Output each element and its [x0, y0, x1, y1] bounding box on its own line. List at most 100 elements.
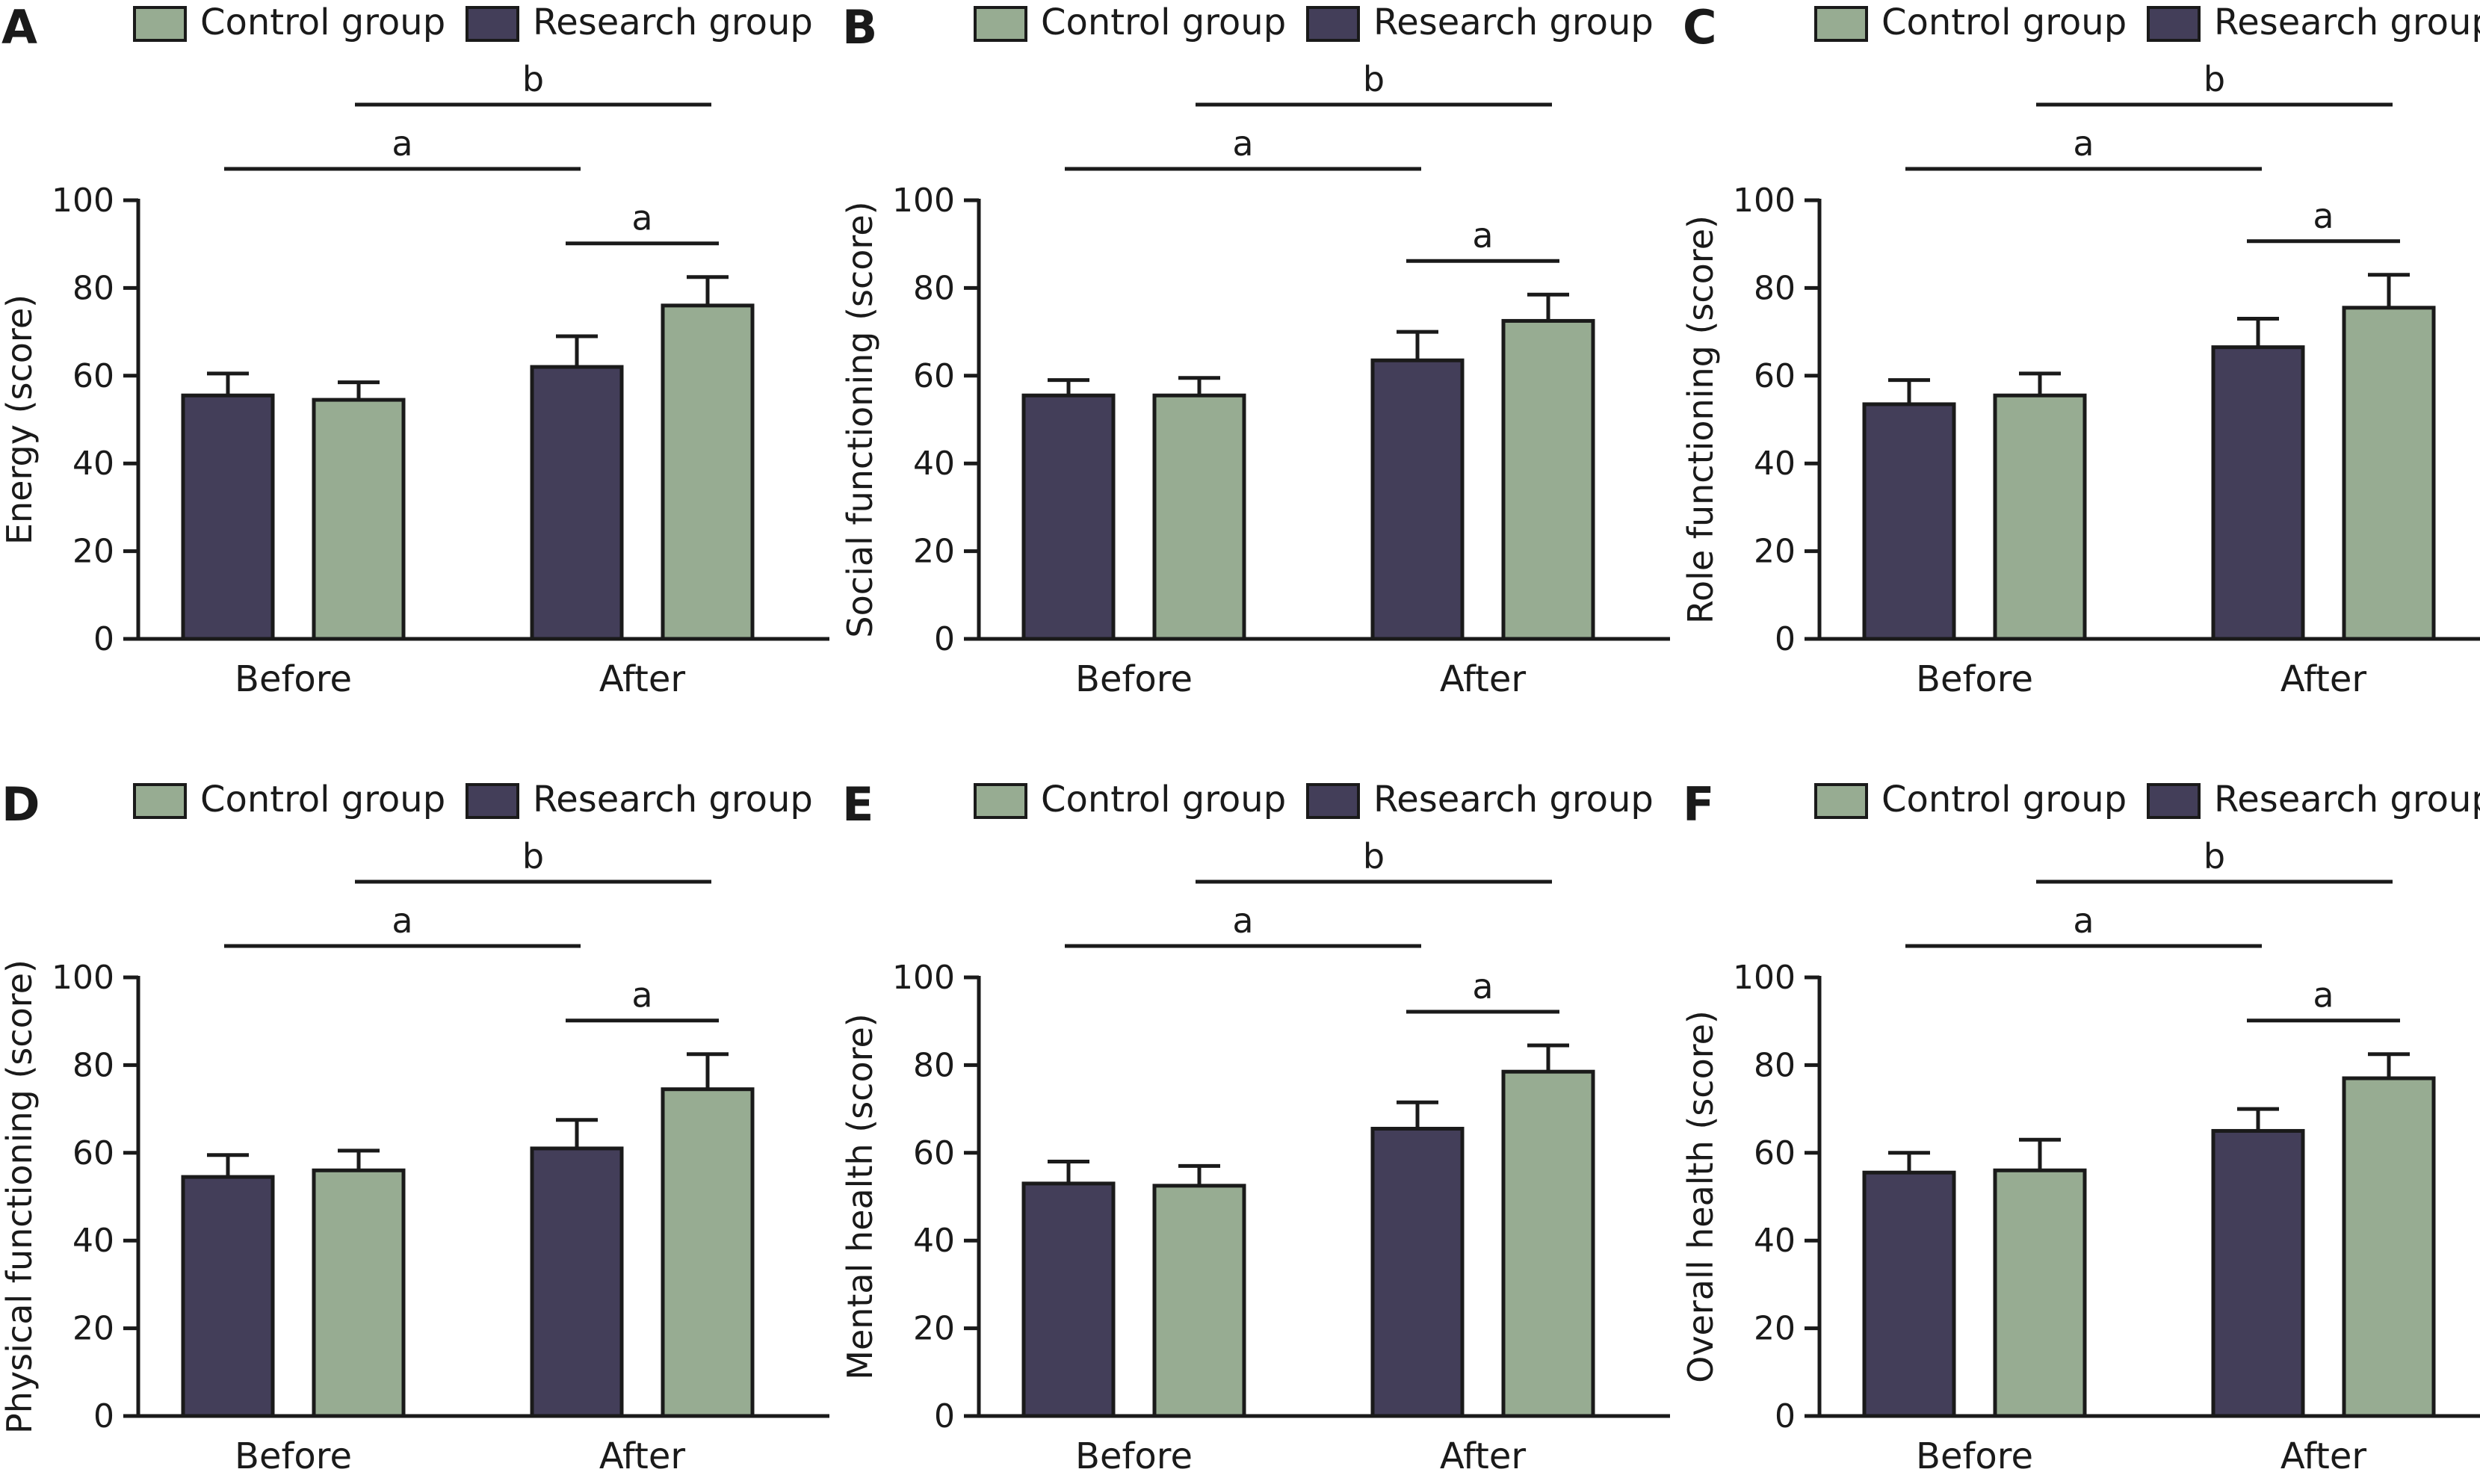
bar-research-after: [1370, 1127, 1465, 1418]
significance-label: a: [2313, 196, 2334, 236]
y-tick-label: 20: [72, 533, 114, 571]
bar-research-before: [181, 1175, 275, 1418]
significance-label: a: [1472, 966, 1493, 1007]
bar-control-after: [661, 303, 755, 641]
legend-label: Research group: [1373, 1, 1654, 43]
bar-research-before: [181, 393, 275, 641]
y-tick-label: 100: [52, 959, 114, 997]
y-tick-label: 100: [1733, 959, 1796, 997]
bar-research-before: [1862, 1170, 1956, 1418]
y-tick-label: 60: [1754, 357, 1796, 395]
bar-research-before: [1021, 393, 1116, 641]
significance-label: b: [522, 836, 544, 877]
panel-letter: E: [842, 777, 873, 832]
y-tick-label: 100: [52, 182, 114, 220]
y-tick-label: 0: [1775, 1397, 1796, 1435]
legend-label: Control group: [1041, 779, 1286, 820]
legend-swatch: [1306, 783, 1360, 819]
significance-label: a: [392, 123, 412, 164]
panel-letter: A: [1, 0, 37, 55]
legend-swatch: [133, 6, 187, 42]
panel-c: C Control group Research group 0 20 40 60 80 100…: [1680, 0, 2480, 700]
legend-item-control: Control group: [1814, 1, 2127, 43]
x-tick-label: Before: [1075, 1435, 1193, 1477]
legend-label: Control group: [200, 779, 445, 820]
y-tick-label: 40: [1754, 445, 1796, 483]
y-tick-label: 0: [93, 1397, 114, 1435]
x-tick-label: After: [2280, 1435, 2367, 1477]
legend-label: Research group: [2214, 779, 2480, 820]
y-tick-label: 60: [72, 1134, 114, 1172]
y-tick-label: 60: [913, 1134, 955, 1172]
y-tick-label: 60: [1754, 1134, 1796, 1172]
legend-swatch: [2147, 6, 2201, 42]
significance-label: a: [631, 975, 652, 1015]
significance-label: b: [1363, 59, 1385, 99]
legend-label: Research group: [533, 779, 813, 820]
y-tick-label: 60: [72, 357, 114, 395]
legend-swatch: [1306, 6, 1360, 42]
x-tick-label: After: [1440, 1435, 1527, 1477]
bar-control-after: [1501, 1069, 1595, 1418]
y-tick-label: 80: [913, 269, 955, 307]
y-tick-label: 80: [913, 1046, 955, 1084]
legend-label: Research group: [2214, 1, 2480, 43]
x-tick-label: After: [599, 1435, 686, 1477]
y-tick-label: 40: [72, 445, 114, 483]
y-tick-label: 100: [1733, 182, 1796, 220]
bar-research-after: [1370, 358, 1465, 641]
bar-control-before: [1993, 1168, 2087, 1418]
bar-control-before: [1152, 1184, 1246, 1418]
y-tick-label: 80: [72, 1046, 114, 1084]
y-tick-label: 0: [1775, 620, 1796, 658]
y-tick-label: 0: [934, 620, 955, 658]
bar-research-before: [1862, 402, 1956, 641]
y-axis-title: Mental health (score): [840, 1013, 880, 1380]
legend-swatch: [133, 783, 187, 819]
bar-research-after: [2211, 345, 2305, 641]
significance-label: a: [631, 198, 652, 238]
significance-label: a: [2073, 123, 2094, 164]
panel-f: F Control group Research group 0 20 40 60 80 100…: [1680, 777, 2480, 1477]
bar-control-after: [661, 1087, 755, 1418]
bar-research-after: [530, 1146, 624, 1418]
legend-label: Control group: [1881, 779, 2127, 820]
legend-label: Control group: [1881, 1, 2127, 43]
y-tick-label: 20: [72, 1310, 114, 1348]
x-tick-label: Before: [1075, 658, 1193, 700]
y-axis-title: Overall health (score): [1680, 1010, 1721, 1383]
significance-label: b: [2204, 836, 2225, 877]
legend-item-research: Research group: [1306, 779, 1654, 820]
panel-e: E Control group Research group 0 20 40 60 80 100…: [840, 777, 1670, 1477]
significance-label: a: [1232, 900, 1253, 941]
significance-label: a: [392, 900, 412, 941]
y-axis-title: Social functioning (score): [840, 201, 880, 637]
y-tick-label: 40: [913, 445, 955, 483]
x-tick-label: After: [1440, 658, 1527, 700]
bar-control-after: [1501, 318, 1595, 641]
y-axis-title: Physical functioning (score): [0, 959, 40, 1434]
legend-item-research: Research group: [1306, 1, 1654, 43]
panel-b: B Control group Research group 0 20 40 60 80 100…: [840, 0, 1670, 700]
legend-item-control: Control group: [1814, 779, 2127, 820]
y-tick-label: 20: [913, 1310, 955, 1348]
legend-item-research: Research group: [466, 1, 813, 43]
legend-item-control: Control group: [974, 1, 1286, 43]
legend-label: Control group: [200, 1, 445, 43]
y-tick-label: 20: [913, 533, 955, 571]
y-tick-label: 80: [1754, 269, 1796, 307]
legend-swatch: [2147, 783, 2201, 819]
y-tick-label: 40: [72, 1222, 114, 1260]
y-tick-label: 80: [1754, 1046, 1796, 1084]
legend-item-control: Control group: [133, 779, 445, 820]
panel-letter: D: [1, 777, 40, 832]
legend-label: Research group: [1373, 779, 1654, 820]
significance-label: b: [522, 59, 544, 99]
significance-label: b: [2204, 59, 2225, 99]
x-tick-label: Before: [235, 1435, 352, 1477]
significance-label: a: [1232, 123, 1253, 164]
legend-swatch: [974, 6, 1027, 42]
y-axis-title: Energy (score): [0, 294, 40, 545]
legend-swatch: [974, 783, 1027, 819]
